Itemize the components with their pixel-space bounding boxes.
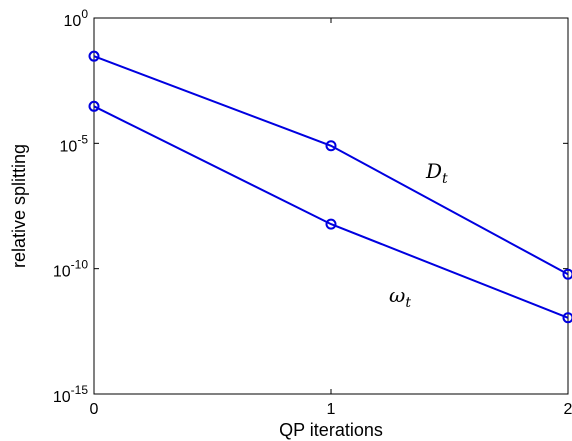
data-point-1 bbox=[88, 100, 100, 112]
y-tick-label: 10-5 bbox=[60, 132, 89, 155]
x-axis-label: QP iterations bbox=[279, 420, 383, 440]
series-label-omega-main: ω bbox=[389, 283, 405, 307]
data-point-1 bbox=[562, 312, 572, 324]
series-line-1 bbox=[93, 105, 569, 319]
series-label-omega-sub: t bbox=[405, 295, 411, 311]
series-label-d: Dt bbox=[425, 159, 448, 187]
x-tick-label: 1 bbox=[327, 401, 336, 418]
data-point-1 bbox=[325, 218, 337, 230]
y-tick-label: 10-15 bbox=[53, 383, 88, 406]
data-point-0 bbox=[88, 50, 100, 62]
series-line-0 bbox=[93, 55, 569, 276]
series-label-d-sub: t bbox=[442, 171, 448, 187]
axis-ticks: 0 1 2 100 10-5 10-10 10-15 bbox=[53, 7, 572, 418]
y-tick-label: 10-10 bbox=[53, 258, 88, 281]
data-point-0 bbox=[562, 268, 572, 280]
y-axis-label: relative splitting bbox=[9, 144, 29, 268]
data-point-0 bbox=[325, 140, 337, 152]
series-layer bbox=[88, 50, 572, 324]
series-label-omega: ωt bbox=[389, 283, 411, 311]
y-tick-label: 100 bbox=[64, 7, 89, 30]
x-tick-label: 2 bbox=[564, 401, 572, 418]
plot-area bbox=[93, 17, 569, 395]
series-label-d-main: D bbox=[425, 159, 442, 183]
x-tick-label: 0 bbox=[90, 401, 99, 418]
